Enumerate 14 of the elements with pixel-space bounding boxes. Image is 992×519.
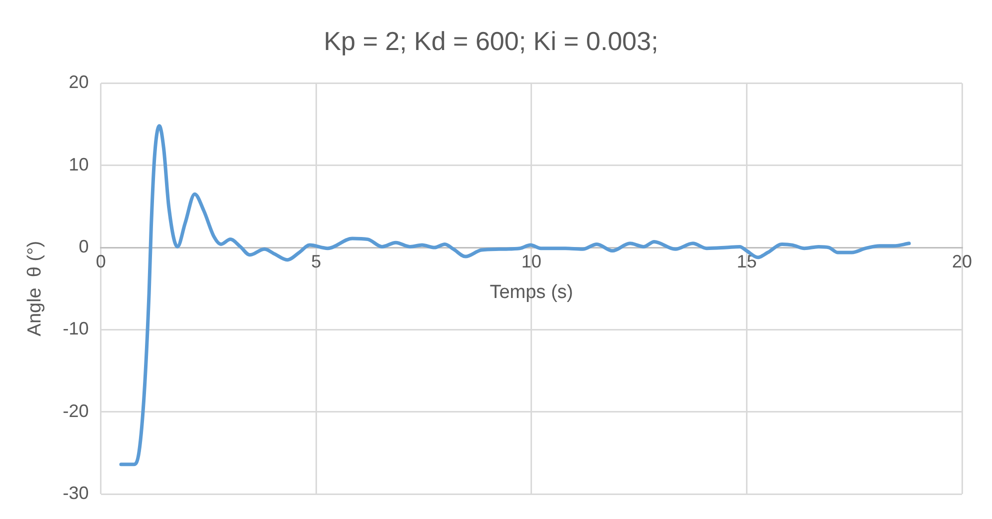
y-tick-label: -20: [62, 400, 89, 421]
x-tick-label: 10: [521, 251, 542, 272]
x-tick-label: 0: [96, 251, 106, 272]
chart-title: Kp = 2; Kd = 600; Ki = 0.003;: [324, 26, 658, 56]
y-tick-label: 0: [78, 236, 89, 256]
y-tick-label: 10: [68, 154, 89, 174]
y-tick-label: 20: [68, 72, 89, 92]
y-tick-label: -10: [62, 318, 89, 339]
x-axis-title: Temps (s): [490, 282, 574, 303]
y-axis-title: Angle θ (°): [24, 240, 46, 336]
x-tick-label: 20: [952, 251, 972, 272]
x-tick-label: 5: [311, 251, 322, 272]
y-tick-label: -30: [62, 482, 89, 503]
line-series: [119, 124, 911, 466]
